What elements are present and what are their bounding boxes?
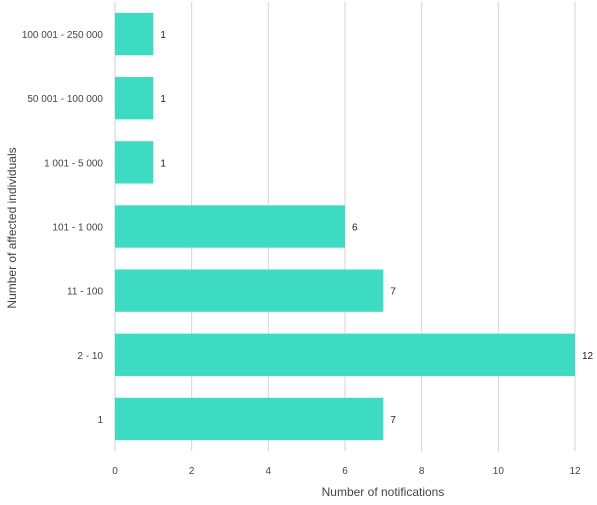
data-label: 6: [352, 223, 358, 234]
x-axis-ticks: 0 2 4 6 8 10 12: [112, 466, 581, 477]
data-labels: 7 12 7 6 1 1 1: [160, 30, 593, 426]
x-tick-label: 2: [189, 466, 195, 477]
y-tick-label: 50 001 - 100 000: [27, 94, 103, 105]
bar: [115, 205, 345, 248]
bars: [115, 12, 575, 441]
y-tick-label: 100 001 - 250 000: [22, 30, 104, 41]
x-tick-label: 10: [493, 466, 505, 477]
data-label: 7: [390, 287, 396, 298]
y-axis-title: Number of affected individuals: [5, 147, 19, 308]
data-label: 12: [582, 351, 594, 362]
y-tick-label: 101 - 1 000: [52, 223, 103, 234]
bar: [115, 397, 384, 441]
data-label: 7: [390, 415, 396, 426]
bar: [115, 333, 575, 376]
x-tick-label: 4: [266, 466, 272, 477]
data-label: 1: [160, 30, 166, 41]
y-axis-ticks: 1 2 - 10 11 - 100 101 - 1 000 1 001 - 5 000 5…: [22, 30, 104, 426]
y-tick-label: 1 001 - 5 000: [44, 158, 103, 169]
x-tick-label: 6: [342, 466, 348, 477]
y-tick-label: 2 - 10: [77, 351, 103, 362]
bar: [115, 12, 154, 56]
x-axis-title: Number of notifications: [322, 485, 445, 499]
data-label: 1: [160, 158, 166, 169]
bar: [115, 269, 384, 312]
y-tick-label: 11 - 100: [67, 287, 103, 298]
data-label: 1: [160, 94, 166, 105]
bar: [115, 141, 154, 184]
x-tick-label: 12: [569, 466, 581, 477]
x-tick-label: 8: [419, 466, 425, 477]
y-tick-label: 1: [97, 415, 103, 426]
bar: [115, 77, 154, 120]
x-tick-label: 0: [112, 466, 118, 477]
